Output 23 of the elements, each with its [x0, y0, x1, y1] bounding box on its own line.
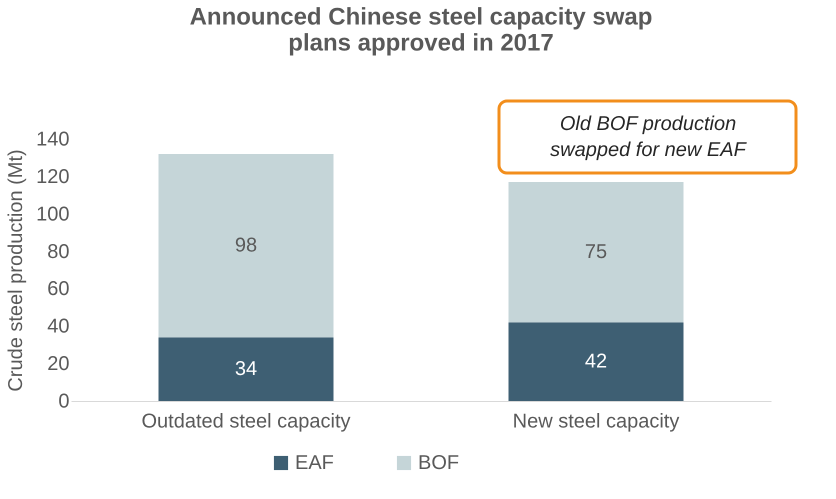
y-tick-label: 60 — [47, 278, 70, 300]
y-tick-label: 20 — [47, 353, 70, 376]
legend-label: EAF — [295, 452, 334, 474]
bar — [158, 154, 334, 338]
bar — [508, 182, 684, 322]
y-tick-label: 80 — [47, 240, 70, 263]
data-label: 34 — [234, 358, 258, 380]
x-tick-label: New steel capacity — [512, 410, 680, 432]
y-tick-label: 100 — [36, 203, 70, 226]
x-tick-label: Outdated steel capacity — [141, 410, 351, 432]
data-label: 98 — [234, 234, 258, 257]
bar — [158, 337, 334, 401]
y-tick-label: 40 — [47, 316, 70, 338]
chart-title: Announced Chinese steel capacity swap plans approved in 2017 — [190, 4, 652, 56]
data-label: 42 — [584, 350, 608, 373]
y-tick-label: 120 — [36, 166, 70, 188]
bar — [508, 322, 684, 401]
y-tick-label: 0 — [58, 390, 70, 412]
y-tick-label: 140 — [36, 128, 70, 150]
y-axis-title: Crude steel production (Mt) — [5, 149, 28, 392]
legend-label: BOF — [418, 452, 460, 474]
data-label: 75 — [584, 241, 608, 264]
annotation: Old BOF production swapped for new EAF — [550, 113, 748, 161]
